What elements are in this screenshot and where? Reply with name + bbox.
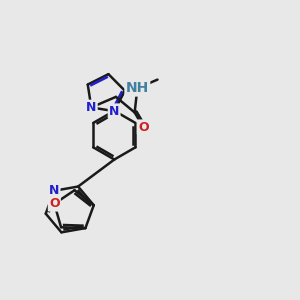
Text: N: N bbox=[109, 105, 119, 118]
Text: O: O bbox=[138, 121, 148, 134]
Text: N: N bbox=[86, 101, 97, 114]
Text: O: O bbox=[49, 197, 60, 210]
Text: NH: NH bbox=[126, 81, 149, 95]
Text: N: N bbox=[49, 184, 59, 197]
